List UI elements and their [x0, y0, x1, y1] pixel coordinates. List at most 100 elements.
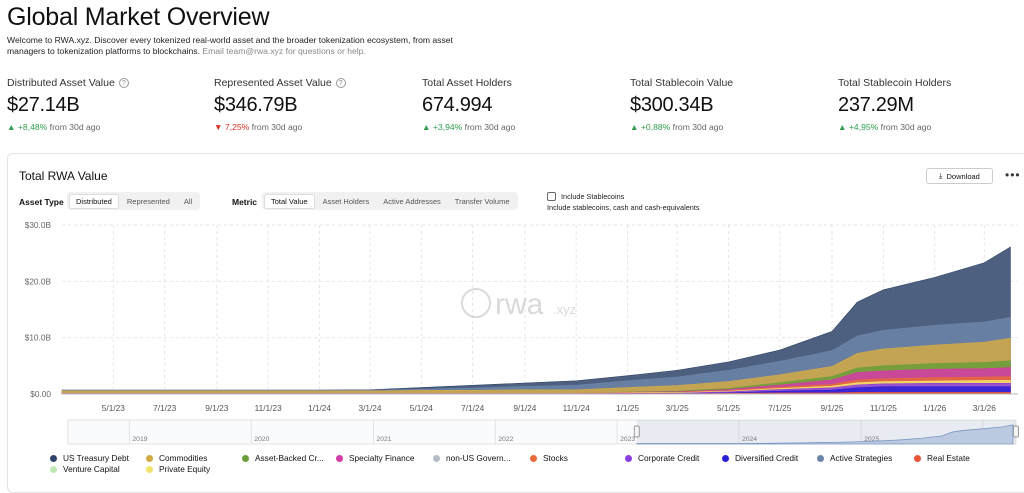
kpi-change: ▲ +3,94% from 30d ago [422, 122, 515, 132]
asset-type-option-distributed[interactable]: Distributed [69, 193, 119, 209]
legend-swatch-icon [146, 465, 153, 473]
legend-label: Commodities [159, 453, 208, 463]
navigator-area [636, 424, 1014, 445]
x-tick-label: 11/1/25 [870, 403, 897, 413]
kpi-label-text: Total Stablecoin Holders [838, 77, 952, 89]
legend-swatch-icon [50, 465, 57, 473]
kpi-label: Total Stablecoin Value [630, 77, 733, 89]
navigator-selection [636, 420, 1016, 444]
stacked-area-chart: $0.00 $10.0B $20.0B $30.0B 5/1/23 7/1/23 9/1/2… [25, 220, 1019, 445]
y-tick-label: $10.0B [25, 333, 52, 343]
kpi-change: ▼ 7,25% from 30d ago [214, 122, 346, 132]
legend-swatch-icon [146, 454, 153, 462]
legend-item[interactable]: non-US Govern... [433, 453, 511, 463]
legend-label: Corporate Credit [638, 453, 700, 463]
intro-text: Welcome to RWA.xyz. Discover every token… [7, 35, 457, 57]
kpi-value: $27.14B [7, 94, 80, 116]
navigator-handle-right[interactable] [1013, 425, 1019, 438]
kpi-change-value: +0,88% [640, 122, 671, 132]
kpi-label-text: Total Stablecoin Value [630, 77, 734, 89]
asset-type-option-represented[interactable]: Represented [126, 196, 170, 206]
trend-down-icon: ▼ [214, 122, 225, 132]
legend-item[interactable]: Commodities [146, 453, 207, 463]
info-icon[interactable]: ? [335, 78, 346, 88]
x-tick-label: 7/1/24 [461, 403, 484, 413]
kpi-change-period: from 30d ago [47, 122, 101, 132]
include-stablecoins-checkbox[interactable] [547, 192, 556, 201]
legend-item[interactable]: Diversified Credit [722, 453, 798, 463]
series-area-commodities [61, 337, 1011, 395]
legend-item[interactable]: Active Strategies [817, 453, 892, 463]
x-tick-label: 1/1/26 [923, 403, 946, 413]
kpi-change-period: from 30d ago [670, 122, 724, 132]
legend-item[interactable]: Asset-Backed Cr... [242, 453, 324, 463]
legend-swatch-icon [336, 454, 343, 462]
navigator-year-label: 2024 [742, 436, 757, 443]
legend-swatch-icon [433, 454, 440, 462]
metric-option-total-value[interactable]: Total Value [264, 193, 315, 209]
navigator-year-label: 2022 [498, 436, 513, 443]
watermark-text: rwa [495, 288, 544, 321]
kpi-change-period: from 30d ago [462, 122, 516, 132]
info-icon[interactable]: ? [118, 78, 129, 88]
kpi-change-period: from 30d ago [249, 122, 303, 132]
range-navigator [67, 419, 1017, 445]
kpi-value: $346.79B [214, 94, 298, 116]
include-stablecoins-description: Include stablecoins, cash and cash-equiv… [547, 203, 700, 212]
legend-swatch-icon [242, 454, 249, 462]
asset-type-toggle: Distributed Represented All [67, 192, 201, 210]
legend-label: Private Equity [159, 464, 211, 474]
x-tick-label: 3/1/25 [666, 403, 689, 413]
x-tick-label: 9/1/24 [513, 403, 536, 413]
kpi-label-text: Distributed Asset Value [7, 77, 115, 89]
asset-type-option-all[interactable]: All [183, 196, 193, 206]
x-tick-label: 1/1/24 [308, 403, 331, 413]
y-tick-label: $0.00 [30, 389, 51, 399]
kpi-change: ▲ +4,95% from 30d ago [838, 122, 951, 132]
kpi-label: Represented Asset Value? [214, 77, 346, 89]
kpi-label: Distributed Asset Value? [7, 77, 129, 89]
contact-email-link[interactable]: Email team@rwa.xyz for questions or help… [202, 46, 366, 56]
y-tick-label: $30.0B [25, 220, 52, 230]
more-options-icon[interactable]: ••• [1005, 168, 1021, 182]
x-tick-label: 3/1/26 [973, 403, 996, 413]
intro-body: Welcome to RWA.xyz. Discover every token… [7, 35, 453, 56]
trend-up-icon: ▲ [630, 122, 641, 132]
metric-option-active-addresses[interactable]: Active Addresses [383, 196, 441, 206]
y-tick-label: $20.0B [25, 276, 52, 286]
x-tick-label: 7/1/23 [153, 403, 176, 413]
navigator-handle-left[interactable] [633, 425, 640, 438]
download-icon: ⤓ [939, 171, 943, 180]
asset-type-label: Asset Type [19, 197, 64, 207]
legend-swatch-icon [722, 454, 729, 462]
page-title: Global Market Overview [7, 3, 270, 31]
kpi-label: Total Asset Holders [422, 77, 515, 89]
legend-item[interactable]: Specialty Finance [336, 453, 415, 463]
legend-item[interactable]: Stocks [530, 453, 568, 463]
metric-option-transfer-volume[interactable]: Transfer Volume [454, 196, 510, 206]
kpi-change-period: from 30d ago [878, 122, 932, 132]
legend-swatch-icon [625, 454, 632, 462]
kpi-value: $300.34B [630, 94, 714, 116]
legend-label: Venture Capital [63, 464, 120, 474]
legend-item[interactable]: US Treasury Debt [50, 453, 129, 463]
kpi-value: 237.29M [838, 94, 914, 116]
legend-item[interactable]: Venture Capital [50, 464, 120, 474]
metric-option-asset-holders[interactable]: Asset Holders [322, 196, 370, 206]
kpi-value: 674.994 [422, 94, 493, 116]
legend-swatch-icon [50, 454, 57, 462]
legend-label: Real Estate [927, 453, 970, 463]
kpi-change-value: +3,94% [432, 122, 463, 132]
legend-item[interactable]: Private Equity [146, 464, 210, 474]
navigator-year-label: 2020 [254, 436, 269, 443]
legend-label: Stocks [543, 453, 568, 463]
include-stablecoins-label: Include Stablecoins [561, 192, 625, 201]
navigator-year-label: 2023 [620, 436, 635, 443]
download-button[interactable]: ⤓ Download [926, 168, 993, 184]
watermark-suffix: .xyz [553, 302, 576, 317]
kpi-label: Total Stablecoin Holders [838, 77, 951, 89]
x-tick-label: 11/1/23 [255, 403, 282, 413]
x-tick-label: 5/1/25 [717, 403, 740, 413]
legend-item[interactable]: Corporate Credit [625, 453, 699, 463]
legend-item[interactable]: Real Estate [914, 453, 970, 463]
